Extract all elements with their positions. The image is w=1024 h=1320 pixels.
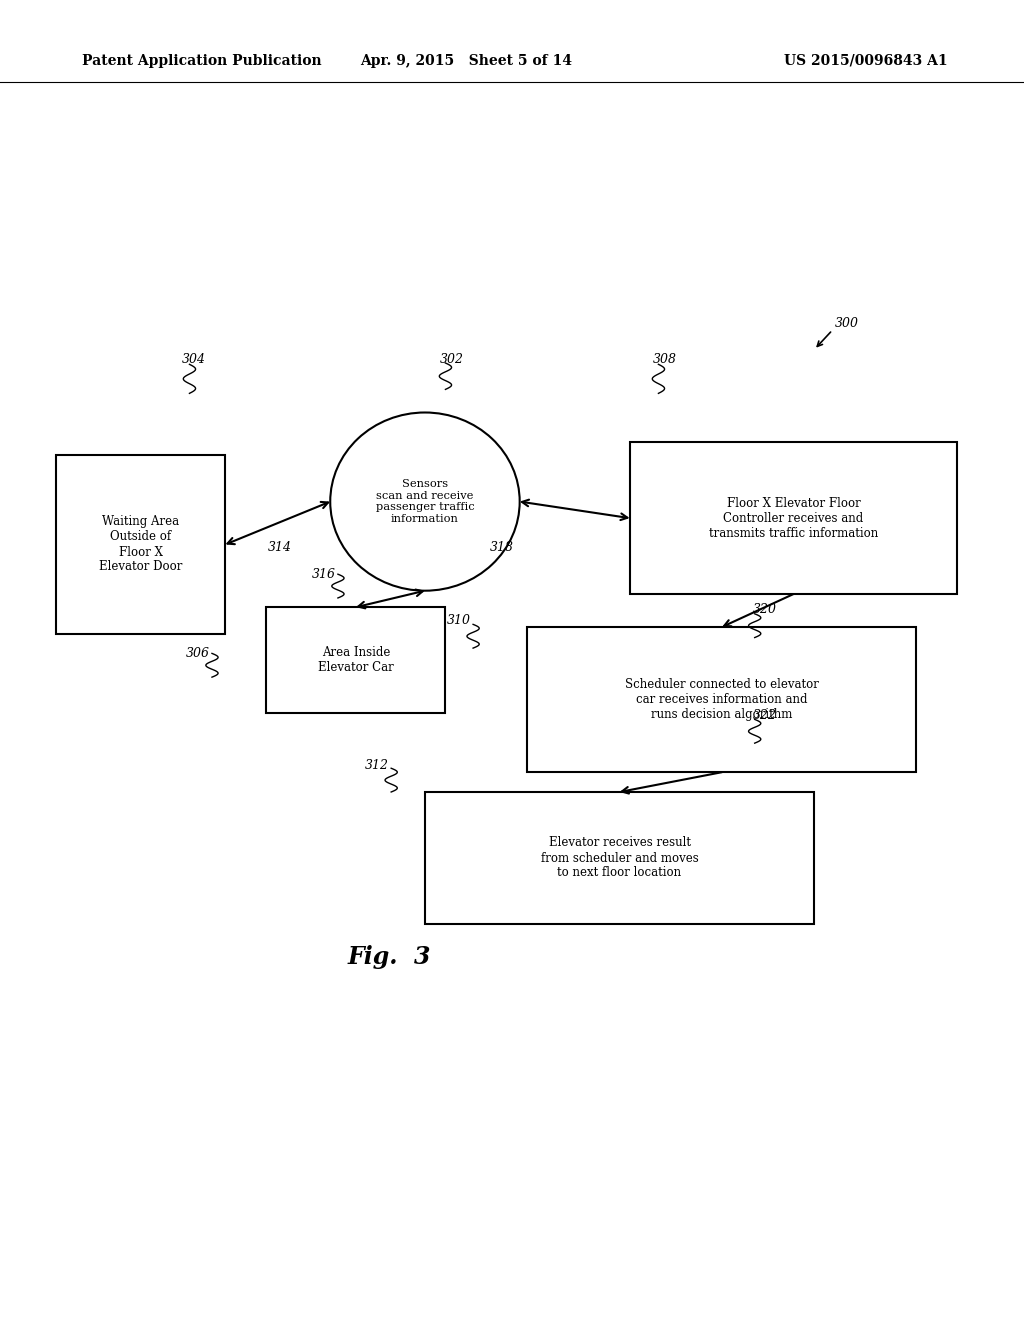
FancyBboxPatch shape	[425, 792, 814, 924]
Text: Waiting Area
Outside of
Floor X
Elevator Door: Waiting Area Outside of Floor X Elevator…	[99, 516, 182, 573]
Text: 322: 322	[753, 709, 776, 722]
Text: Patent Application Publication: Patent Application Publication	[82, 54, 322, 67]
Text: US 2015/0096843 A1: US 2015/0096843 A1	[783, 54, 947, 67]
Text: 318: 318	[489, 541, 513, 554]
Text: 316: 316	[312, 568, 336, 581]
Text: 300: 300	[835, 317, 858, 330]
Text: Sensors
scan and receive
passenger traffic
information: Sensors scan and receive passenger traff…	[376, 479, 474, 524]
Text: 302: 302	[440, 352, 464, 366]
FancyBboxPatch shape	[266, 607, 445, 713]
Text: Scheduler connected to elevator
car receives information and
runs decision algor: Scheduler connected to elevator car rece…	[625, 678, 819, 721]
Text: 310: 310	[447, 614, 471, 627]
Text: Area Inside
Elevator Car: Area Inside Elevator Car	[318, 645, 393, 675]
FancyBboxPatch shape	[527, 627, 916, 772]
Text: 320: 320	[753, 603, 776, 616]
FancyBboxPatch shape	[630, 442, 957, 594]
Text: 306: 306	[186, 647, 210, 660]
Text: 304: 304	[182, 352, 206, 366]
Text: Elevator receives result
from scheduler and moves
to next floor location: Elevator receives result from scheduler …	[541, 837, 698, 879]
FancyBboxPatch shape	[56, 455, 225, 634]
Text: Apr. 9, 2015   Sheet 5 of 14: Apr. 9, 2015 Sheet 5 of 14	[359, 54, 572, 67]
Text: Floor X Elevator Floor
Controller receives and
transmits traffic information: Floor X Elevator Floor Controller receiv…	[709, 496, 879, 540]
Text: 308: 308	[653, 352, 677, 366]
Text: 312: 312	[366, 759, 389, 772]
Text: 314: 314	[268, 541, 292, 554]
Ellipse shape	[330, 412, 519, 591]
Text: Fig.  3: Fig. 3	[347, 945, 431, 969]
